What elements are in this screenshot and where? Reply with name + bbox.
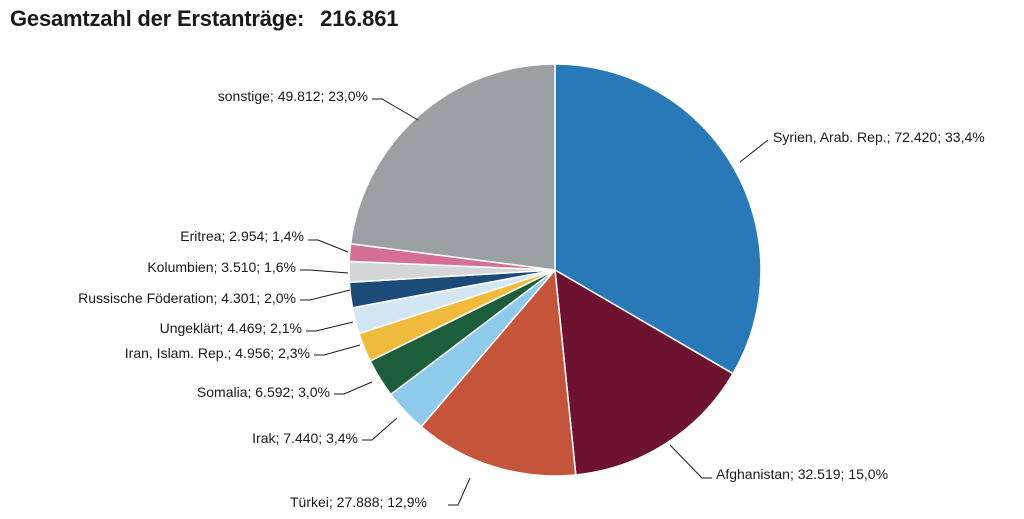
leader-line-kolumbien xyxy=(300,269,349,274)
slice-label-sonstige: sonstige; 49.812; 23,0% xyxy=(218,88,368,104)
leader-line-eritrea xyxy=(308,239,349,253)
slice-label-eritrea: Eritrea; 2.954; 1,4% xyxy=(180,228,304,244)
slice-label-iran-islam-rep: Iran, Islam. Rep.; 4.956; 2,3% xyxy=(125,345,310,361)
leader-line-russische-foederation xyxy=(300,289,351,301)
slice-label-somalia: Somalia; 6.592; 3,0% xyxy=(197,384,330,400)
leader-lines xyxy=(300,98,769,506)
chart-title-text: Gesamtzahl der Erstanträge: xyxy=(10,6,305,31)
slice-sonstige xyxy=(349,63,556,271)
slice-label-afghanistan: Afghanistan; 32.519; 15,0% xyxy=(716,466,888,482)
leader-line-sonstige xyxy=(372,98,419,121)
slice-label-irak: Irak; 7.440; 3,4% xyxy=(252,430,358,446)
leader-line-tuerkei xyxy=(448,477,471,506)
leader-line-irak xyxy=(362,417,398,441)
leader-line-ungeklaert xyxy=(306,321,354,332)
slice-label-kolumbien: Kolumbien; 3.510; 1,6% xyxy=(147,259,296,275)
slice-label-russische-foederation: Russische Föderation; 4.301; 2,0% xyxy=(78,290,296,306)
slice-label-tuerkei: Türkei; 27.888; 12,9% xyxy=(290,494,427,510)
leader-line-syrien-arab-rep xyxy=(739,139,769,163)
slice-tuerkei xyxy=(420,268,577,477)
slice-labels: Syrien, Arab. Rep.; 72.420; 33,4% Afghani… xyxy=(78,88,985,510)
chart-title-total: 216.861 xyxy=(320,6,399,31)
slice-label-syrien-arab-rep: Syrien, Arab. Rep.; 72.420; 33,4% xyxy=(773,129,985,145)
slice-syrien-arab-rep xyxy=(554,63,762,375)
pie-slices xyxy=(348,63,762,477)
slice-afghanistan xyxy=(554,268,735,476)
leader-line-somalia xyxy=(334,381,373,395)
chart-title: Gesamtzahl der Erstanträge: 216.861 xyxy=(10,6,398,32)
slice-label-ungeklaert: Ungeklärt; 4.469; 2,1% xyxy=(160,320,302,336)
leader-line-afghanistan xyxy=(669,444,712,479)
leader-line-iran-islam-rep xyxy=(314,344,361,356)
